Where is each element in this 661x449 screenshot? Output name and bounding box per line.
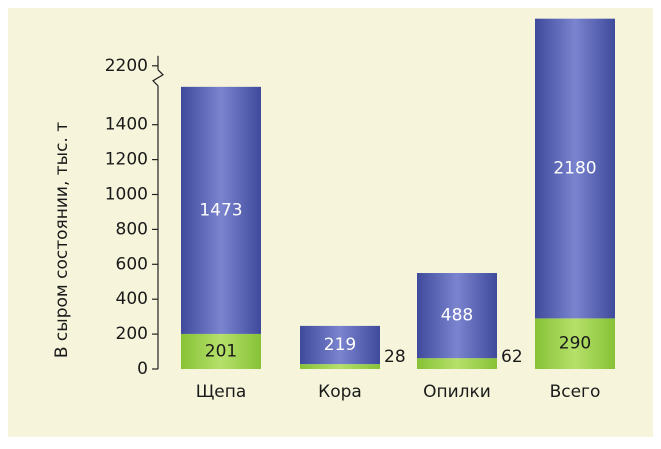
- bar-segment: [417, 358, 497, 369]
- value-label: 1473: [199, 200, 242, 220]
- y-tick-label: 800: [116, 219, 148, 239]
- value-label: 201: [205, 341, 237, 361]
- x-tick-label: Кора: [318, 382, 362, 402]
- x-tick-label: Опилки: [423, 382, 491, 402]
- bar-segment: [535, 318, 615, 369]
- value-label: 219: [324, 335, 356, 355]
- y-tick-label: 600: [116, 254, 148, 274]
- value-label: 488: [441, 306, 473, 326]
- y-axis-label: В сыром состоянии, тыс. т: [52, 122, 72, 358]
- value-label: 28: [384, 347, 406, 367]
- y-tick-label: 200: [116, 324, 148, 344]
- bar-segment: [300, 325, 380, 365]
- bar-segment: [300, 364, 380, 369]
- x-tick-label: Щепа: [196, 382, 247, 402]
- bar-segment: [181, 86, 261, 334]
- y-tick-label: 1000: [105, 185, 148, 205]
- y-tick-label: 1400: [105, 115, 148, 135]
- y-tick-label: 1200: [105, 150, 148, 170]
- value-label: 62: [501, 347, 523, 367]
- bar-segment: [535, 18, 615, 319]
- x-tick-label: Всего: [550, 382, 601, 402]
- value-label: 2180: [553, 159, 596, 179]
- bar-segment: [181, 333, 261, 369]
- value-label: 290: [559, 334, 591, 354]
- y-tick-label: 2200: [105, 56, 148, 76]
- y-tick-label: 0: [137, 359, 148, 379]
- axis-break: [152, 69, 164, 87]
- bar-segment: [417, 273, 497, 359]
- y-tick-label: 400: [116, 289, 148, 309]
